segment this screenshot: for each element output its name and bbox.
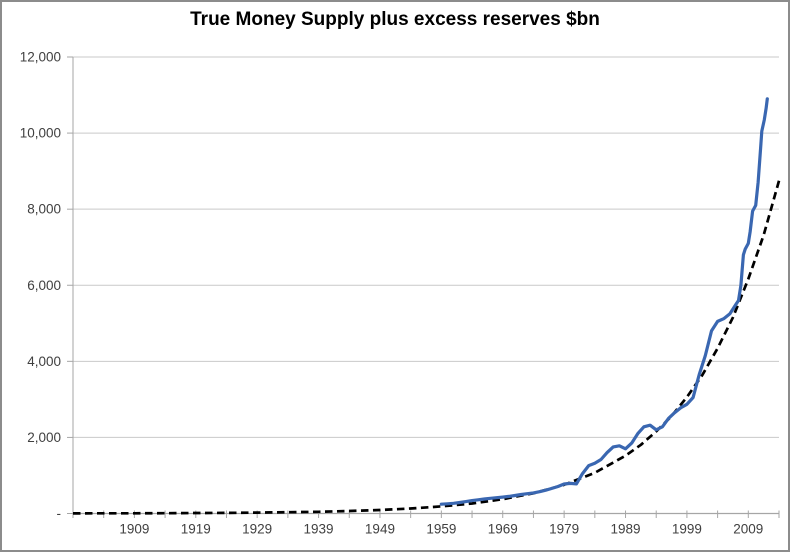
- x-tick-label: 1999: [672, 522, 702, 537]
- y-tick-label: 6,000: [27, 278, 61, 293]
- money-supply-line: [439, 97, 769, 506]
- y-tick-label: 2,000: [27, 430, 61, 445]
- x-axis-labels: 1909 1919 1929 1939 1949 1959 1969 1979 1989 1999…: [119, 522, 763, 537]
- y-tick-label: 4,000: [27, 354, 61, 369]
- x-tick-label: 1959: [426, 522, 456, 537]
- x-tick-label: 1989: [610, 522, 640, 537]
- y-axis-ticks: [67, 56, 73, 514]
- x-tick-label: 1939: [304, 522, 334, 537]
- chart-title: True Money Supply plus excess reserves $…: [190, 9, 600, 30]
- y-axis-labels: - 2,000 4,000 6,000 8,000 10,000 12,000: [20, 50, 61, 522]
- exponential-trend-dashed-line: [72, 180, 781, 515]
- y-tick-label: 10,000: [20, 126, 61, 141]
- x-tick-label: 1919: [181, 522, 211, 537]
- x-tick-label: 1969: [488, 522, 518, 537]
- y-tick-label: 8,000: [27, 202, 61, 217]
- y-tick-label: -: [57, 506, 62, 521]
- gridlines: [73, 56, 779, 438]
- x-tick-label: 1909: [119, 522, 149, 537]
- x-axis-ticks: [72, 510, 780, 518]
- x-tick-label: 1929: [242, 522, 272, 537]
- y-tick-label: 12,000: [20, 50, 61, 65]
- x-tick-label: 2009: [733, 522, 763, 537]
- x-tick-label: 1979: [549, 522, 579, 537]
- x-tick-label: 1949: [365, 522, 395, 537]
